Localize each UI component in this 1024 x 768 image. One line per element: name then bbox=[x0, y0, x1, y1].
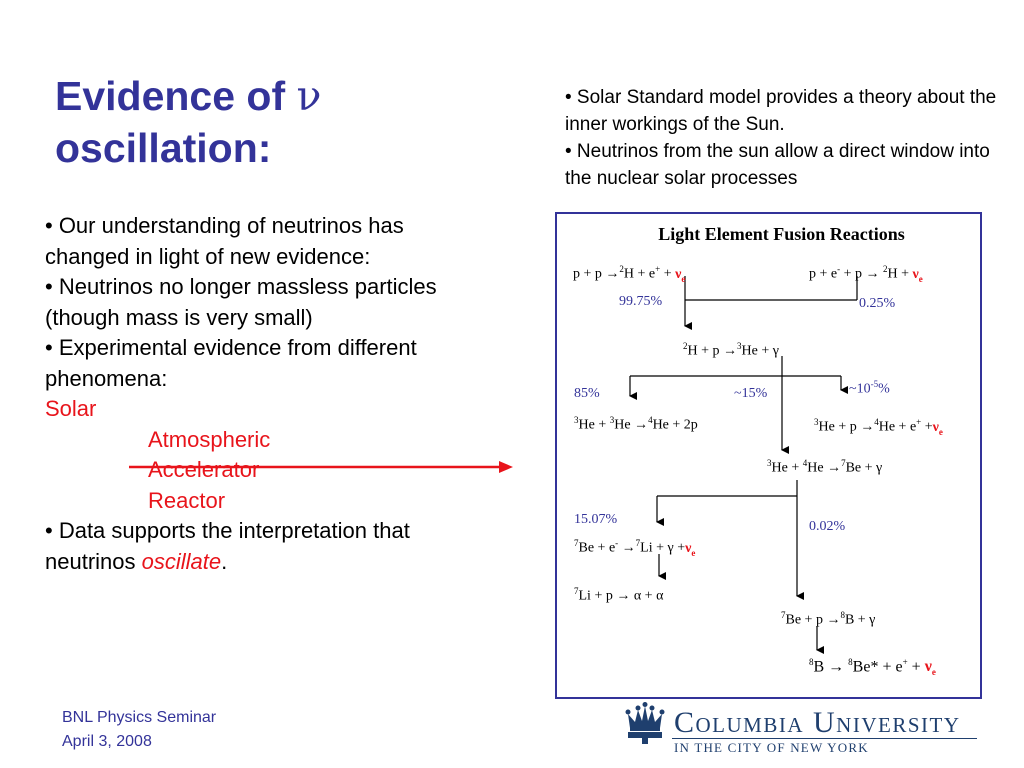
logo-name: Columbia University bbox=[674, 706, 961, 739]
phenomenon-reactor: Reactor bbox=[148, 487, 226, 513]
bullet-ssm: • Solar Standard model provides a theory… bbox=[565, 87, 997, 135]
solar-arrow bbox=[129, 461, 513, 473]
right-bullets: • Solar Standard model provides a theory… bbox=[565, 84, 1005, 192]
pct-15: ~15% bbox=[734, 386, 768, 401]
pct-025: 0.25% bbox=[859, 296, 896, 311]
reaction-b8-decay: 8B → 8Be* + e+ + νe bbox=[809, 657, 936, 678]
phenomenon-atmospheric: Atmospheric bbox=[148, 426, 271, 452]
pct-1507: 15.07% bbox=[574, 512, 618, 527]
phenomenon-solar: Solar bbox=[45, 396, 97, 421]
pct-85: 85% bbox=[574, 386, 600, 401]
phenomenon-accelerator: Accelerator bbox=[148, 457, 260, 482]
footer: BNL Physics Seminar April 3, 2008 bbox=[62, 706, 216, 754]
columbia-logo: Columbia University IN THE CITY OF NEW Y… bbox=[622, 702, 982, 758]
reaction-li7p: 7Li + p → α + α bbox=[574, 586, 664, 604]
fusion-diagram: Light Element Fusion Reactions p + p →2H… bbox=[555, 212, 982, 699]
nu-symbol: ν bbox=[296, 72, 322, 120]
reaction-be7e: 7Be + e- →7Li + γ +νe bbox=[574, 538, 696, 558]
left-bullets: • Our understanding of neutrinos has cha… bbox=[45, 211, 445, 577]
pct-1e-5-exp: -5 bbox=[870, 379, 879, 389]
pct-1e-5: ~10-5% bbox=[849, 379, 890, 398]
bullet-oscillate: • Data supports the interpretation that … bbox=[45, 516, 445, 577]
diagram-arrows bbox=[629, 276, 858, 654]
logo-divider bbox=[672, 738, 977, 739]
bullet-evidence: • Experimental evidence from different p… bbox=[45, 335, 417, 391]
bullet-understanding: • Our understanding of neutrinos has cha… bbox=[45, 213, 404, 269]
pct-002: 0.02% bbox=[809, 519, 846, 534]
footer-seminar: BNL Physics Seminar bbox=[62, 709, 217, 726]
bullet-oscillate-pre: • Data supports the interpretation that … bbox=[45, 518, 410, 574]
pct-9975: 99.75% bbox=[619, 294, 663, 309]
reaction-pp: p + p →2H + e+ + νe bbox=[573, 264, 686, 284]
oscillate-word: oscillate bbox=[141, 548, 222, 574]
reaction-be7p: 7Be + p →8B + γ bbox=[781, 610, 876, 628]
pct-1e-5-base: ~10 bbox=[849, 381, 871, 397]
bullet-window: • Neutrinos from the sun allow a direct … bbox=[565, 141, 990, 189]
reaction-he3he4: 3He + 4He →7Be + γ bbox=[767, 458, 883, 476]
title-line1: Evidence of bbox=[55, 73, 286, 119]
crown-icon bbox=[625, 702, 665, 744]
reaction-dp: 2H + p →3He + γ bbox=[683, 341, 779, 359]
bullet-oscillate-post: . bbox=[221, 548, 228, 574]
bullet-massless: • Neutrinos no longer massless particles… bbox=[45, 274, 437, 330]
reaction-hep: 3He + p →4He + e+ +νe bbox=[814, 417, 943, 437]
title-line2: oscillation: bbox=[55, 125, 272, 171]
reaction-pep: p + e- + p → 2H + νe bbox=[809, 264, 923, 284]
diagram-title: Light Element Fusion Reactions bbox=[658, 224, 905, 244]
slide-title: Evidence of ν oscillation: bbox=[55, 70, 495, 174]
pct-1e-5-unit: % bbox=[878, 381, 890, 397]
footer-date: April 3, 2008 bbox=[62, 733, 152, 750]
reaction-he3he3: 3He + 3He →4He + 2p bbox=[574, 415, 698, 433]
logo-subtitle: IN THE CITY OF NEW YORK bbox=[674, 740, 869, 755]
